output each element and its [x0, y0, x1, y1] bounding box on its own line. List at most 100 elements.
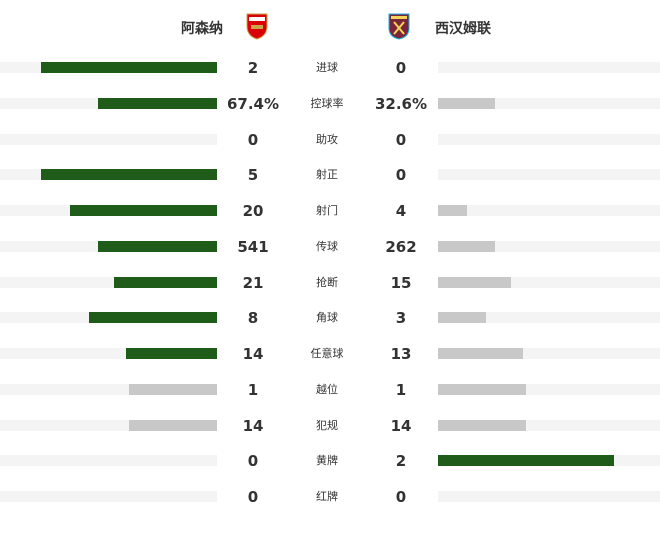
away-value: 0 [395, 166, 407, 185]
stat-label: 进球 [316, 61, 338, 74]
home-value: 67.4% [226, 94, 280, 113]
home-bar-track [0, 169, 217, 181]
home-bar [114, 276, 217, 288]
stat-label: 射门 [316, 204, 338, 217]
stat-label: 抢断 [316, 275, 338, 289]
home-bar-track [0, 419, 217, 431]
away-bar-track [438, 455, 660, 467]
home-value: 5 [247, 166, 259, 185]
home-bar-track [0, 348, 217, 359]
away-bar-track [438, 133, 660, 145]
away-value: 0 [395, 59, 407, 77]
home-bar-track [0, 240, 217, 252]
home-bar-track [0, 491, 217, 502]
home-bar [98, 240, 217, 252]
stat-label: 犯规 [316, 418, 338, 432]
away-bar-track [438, 97, 660, 109]
home-value: 8 [247, 309, 259, 328]
away-bar-track [438, 348, 660, 359]
away-bar-track [438, 62, 660, 73]
stat-label: 越位 [316, 382, 338, 396]
stat-row: 8 角球 3 [0, 308, 660, 328]
away-bar-track [438, 491, 660, 502]
stat-label: 角球 [316, 311, 338, 325]
stat-row: 21 抢断 15 [0, 273, 660, 293]
stat-row: 14 任意球 13 [0, 344, 660, 364]
away-bar [438, 312, 487, 324]
away-bar [438, 97, 496, 109]
away-value: 15 [390, 273, 412, 292]
home-value: 2 [247, 59, 259, 77]
away-value: 4 [395, 202, 407, 220]
away-value: 1 [395, 380, 407, 399]
home-bar [98, 97, 217, 109]
stat-row: 14 犯规 14 [0, 416, 660, 436]
stat-row: 1 越位 1 [0, 380, 660, 400]
away-bar [438, 348, 523, 359]
away-value: 3 [395, 309, 407, 328]
away-value: 13 [390, 345, 412, 363]
stat-row: 0 黄牌 2 [0, 451, 660, 471]
home-bar-track [0, 312, 217, 324]
away-bar-track [438, 169, 660, 181]
stat-row: 67.4% 控球率 32.6% [0, 94, 660, 114]
home-value: 0 [247, 488, 259, 506]
away-bar-track [438, 419, 660, 431]
home-value: 541 [237, 237, 269, 256]
away-bar [438, 455, 614, 467]
home-value: 14 [242, 345, 264, 363]
away-team-name: 西汉姆联 [435, 21, 491, 37]
away-value: 262 [385, 237, 417, 256]
away-value: 2 [395, 452, 407, 471]
home-value: 0 [247, 130, 259, 149]
stat-row: 541 传球 262 [0, 237, 660, 257]
home-bar [89, 312, 217, 324]
stat-row: 5 射正 0 [0, 165, 660, 185]
stat-row: 2 进球 0 [0, 58, 660, 78]
away-bar [438, 240, 496, 252]
home-bar [125, 348, 217, 359]
home-team-name: 阿森纳 [181, 21, 223, 37]
away-value: 14 [390, 416, 412, 435]
away-bar-track [438, 276, 660, 288]
away-bar [438, 276, 512, 288]
home-bar [129, 419, 217, 431]
home-value: 1 [247, 380, 259, 399]
home-bar-track [0, 455, 217, 467]
away-value: 0 [395, 130, 407, 149]
home-value: 21 [242, 273, 264, 292]
away-bar-track [438, 383, 660, 395]
stat-label: 黄牌 [316, 454, 338, 468]
away-bar-track [438, 205, 660, 216]
home-value: 0 [247, 452, 259, 471]
away-bar [438, 205, 468, 216]
home-bar-track [0, 97, 217, 109]
home-value: 14 [242, 416, 264, 435]
home-bar-track [0, 276, 217, 288]
stat-label: 射正 [316, 168, 338, 182]
stat-row: 0 红牌 0 [0, 487, 660, 507]
arsenal-crest-icon [246, 13, 268, 40]
stat-label: 任意球 [310, 347, 344, 360]
home-value: 20 [242, 202, 264, 220]
stat-row: 0 助攻 0 [0, 130, 660, 150]
home-bar-track [0, 205, 217, 216]
away-bar [438, 419, 526, 431]
home-bar-track [0, 62, 217, 73]
home-bar [70, 205, 217, 216]
home-bar [41, 62, 217, 73]
home-bar [129, 383, 217, 395]
away-bar [438, 383, 526, 395]
stat-label: 控球率 [310, 96, 344, 110]
home-bar-track [0, 383, 217, 395]
west-ham-crest-icon [388, 13, 410, 40]
home-bar-track [0, 133, 217, 145]
stat-label: 传球 [316, 239, 338, 253]
away-value: 32.6% [374, 94, 428, 113]
away-bar-track [438, 240, 660, 252]
home-bar [41, 169, 217, 181]
stat-row: 20 射门 4 [0, 201, 660, 221]
away-value: 0 [395, 488, 407, 506]
stat-label: 红牌 [316, 490, 338, 503]
away-bar-track [438, 312, 660, 324]
